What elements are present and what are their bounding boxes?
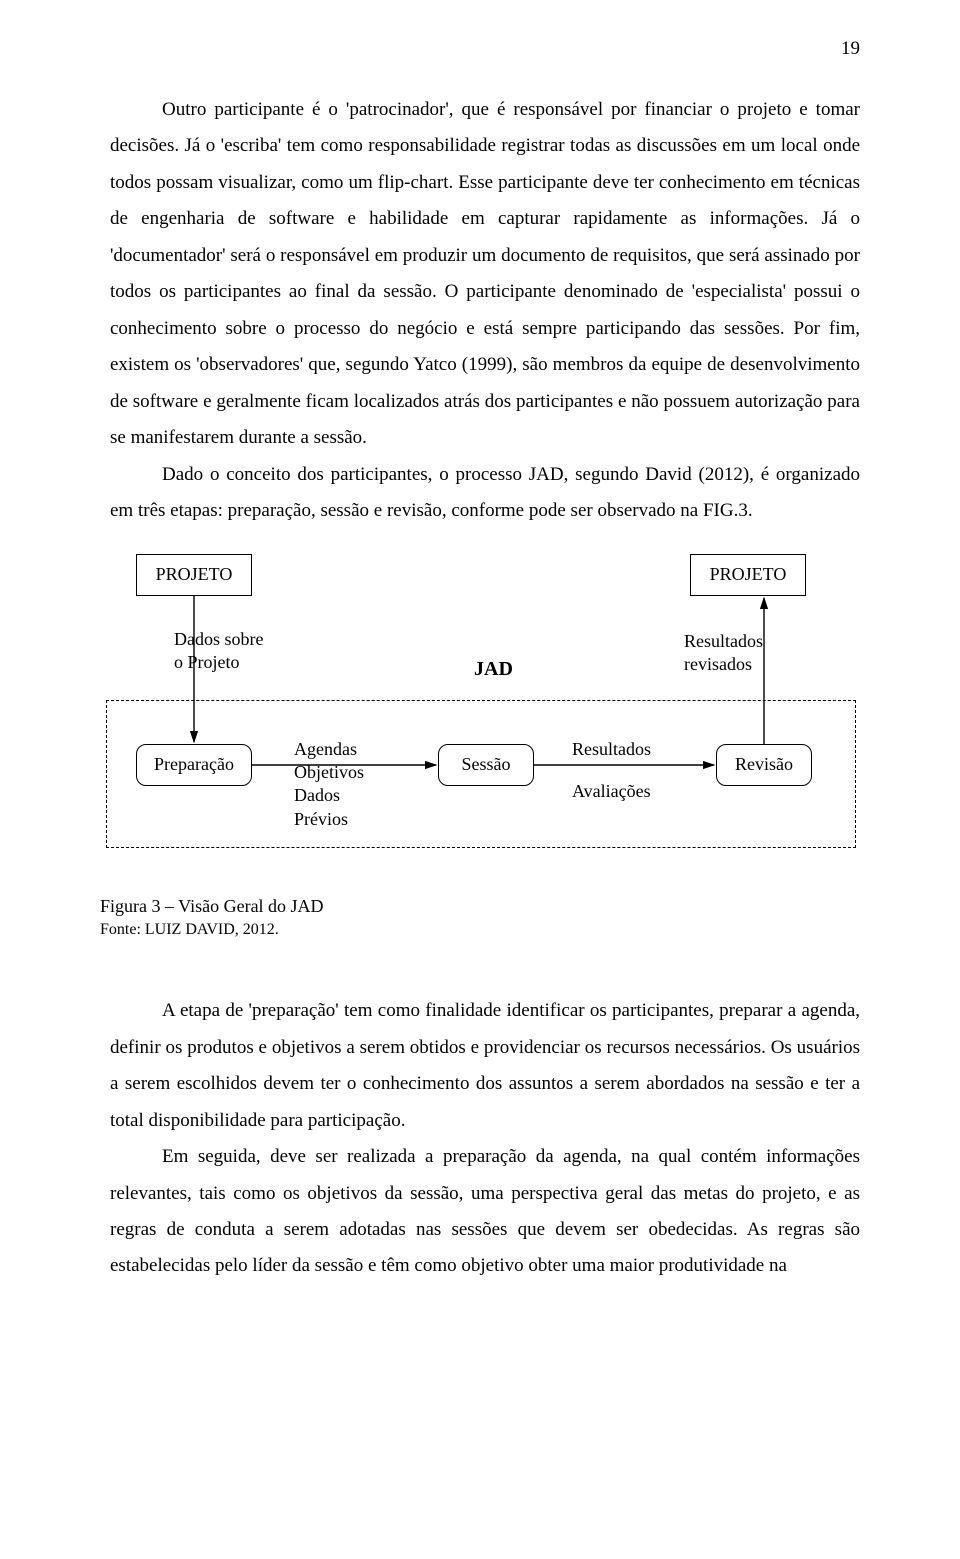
label-avaliacoes: Avaliações: [572, 780, 651, 803]
node-preparacao: Preparação: [136, 744, 252, 786]
paragraph-4: Em seguida, deve ser realizada a prepara…: [110, 1139, 860, 1285]
figure-caption: Figura 3 – Visão Geral do JAD Fonte: LUI…: [100, 894, 860, 942]
label-resultados-revisados: Resultados revisados: [684, 630, 763, 677]
paragraph-2: Dado o conceito dos participantes, o pro…: [110, 457, 860, 530]
label-dados-sobre: Dados sobre o Projeto: [174, 628, 263, 675]
node-revisao: Revisão: [716, 744, 812, 786]
body-text-block-1: Outro participante é o 'patrocinador', q…: [110, 92, 860, 530]
label-jad: JAD: [474, 656, 513, 682]
paragraph-1: Outro participante é o 'patrocinador', q…: [110, 92, 860, 457]
paragraph-3: A etapa de 'preparação' tem como finalid…: [110, 993, 860, 1139]
node-sessao: Sessão: [438, 744, 534, 786]
node-projeto-left: PROJETO: [136, 554, 252, 596]
caption-title: Figura 3 – Visão Geral do JAD: [100, 894, 860, 919]
caption-source: Fonte: LUIZ DAVID, 2012.: [100, 919, 860, 941]
body-text-block-2: A etapa de 'preparação' tem como finalid…: [110, 993, 860, 1285]
label-resultados: Resultados: [572, 738, 651, 761]
node-projeto-right: PROJETO: [690, 554, 806, 596]
page-number: 19: [841, 38, 860, 60]
figure-jad-flowchart: PROJETO PROJETO Dados sobre o Projeto JA…: [100, 554, 860, 894]
label-agendas: Agendas Objetivos Dados Prévios: [294, 738, 364, 832]
